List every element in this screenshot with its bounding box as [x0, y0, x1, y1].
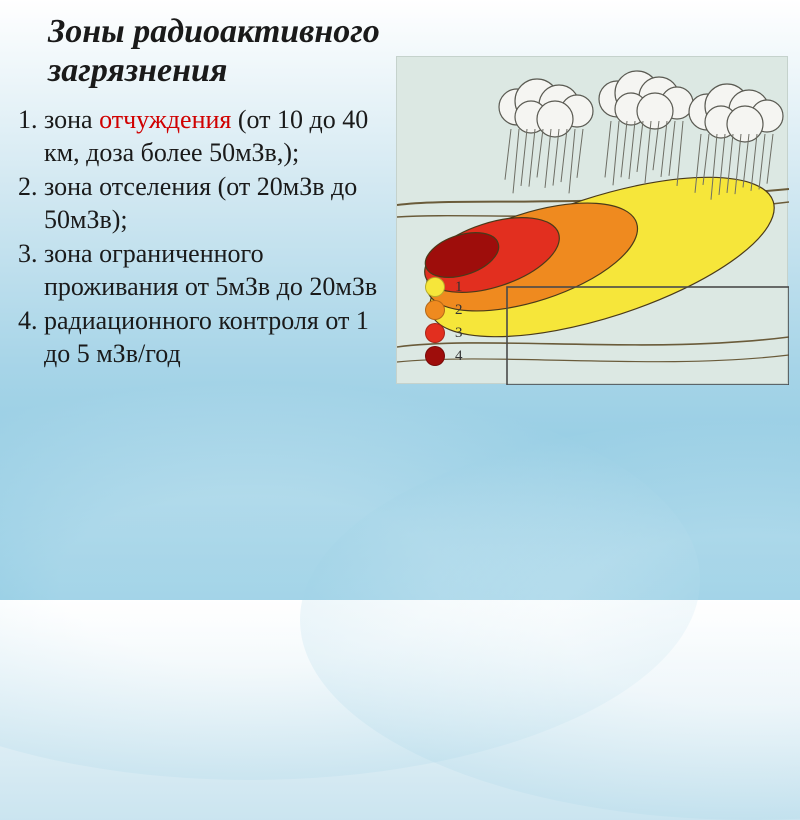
legend-swatch — [425, 346, 445, 366]
diagram-legend: 1 2 3 4 — [425, 274, 463, 369]
page-title: Зоны радиоактивного загрязнения — [48, 12, 380, 90]
zone-list: зона отчуждения (от 10 до 40 км, доза бо… — [8, 104, 388, 372]
legend-swatch — [425, 300, 445, 320]
cloud-icon — [499, 79, 593, 193]
list-item: радиационного контроля от 1 до 5 мЗв/год — [44, 305, 388, 370]
title-line-1: Зоны радиоактивного — [48, 13, 380, 50]
legend-label: 2 — [455, 302, 463, 319]
legend-label: 4 — [455, 348, 463, 365]
title-line-2: загрязнения — [48, 52, 227, 89]
legend-row: 3 — [425, 323, 463, 343]
list-highlight: отчуждения — [99, 105, 231, 134]
cloud-icon — [599, 71, 693, 186]
list-text: зона отселения (от 20мЗв до 50мЗв); — [44, 172, 357, 234]
list-text: зона ограниченного проживания от 5мЗв до… — [44, 239, 377, 301]
legend-swatch — [425, 323, 445, 343]
cloud-icon — [689, 84, 783, 200]
legend-label: 1 — [455, 279, 463, 296]
legend-row: 2 — [425, 300, 463, 320]
zone-ellipses — [412, 144, 789, 369]
contamination-diagram: 1 2 3 4 — [396, 56, 788, 384]
legend-row: 4 — [425, 346, 463, 366]
legend-swatch — [425, 277, 445, 297]
legend-row: 1 — [425, 277, 463, 297]
list-item: зона отчуждения (от 10 до 40 км, доза бо… — [44, 104, 388, 169]
legend-label: 3 — [455, 325, 463, 342]
list-item: зона отселения (от 20мЗв до 50мЗв); — [44, 171, 388, 236]
list-text: радиационного контроля от 1 до 5 мЗв/год — [44, 306, 369, 368]
list-item: зона ограниченного проживания от 5мЗв до… — [44, 238, 388, 303]
list-text: зона — [44, 105, 99, 134]
